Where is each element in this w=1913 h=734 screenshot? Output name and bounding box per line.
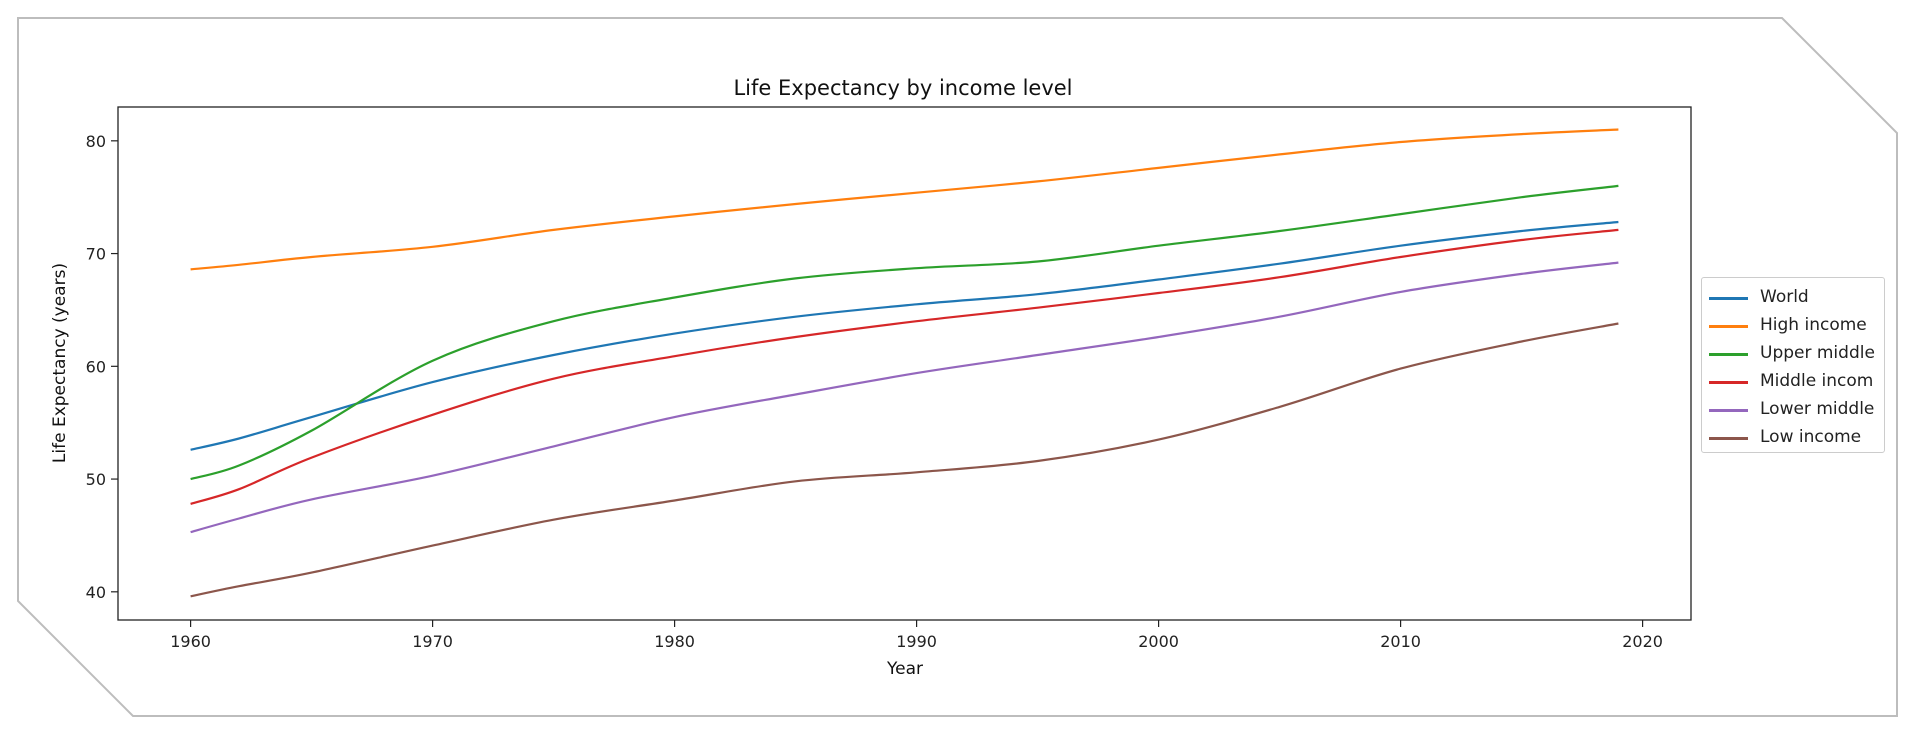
legend-label-low-income: Low income xyxy=(1760,427,1862,447)
x-tick-label: 1980 xyxy=(654,632,695,651)
legend-label-middle-income: Middle incom xyxy=(1760,371,1874,391)
series-line-world xyxy=(190,220,1619,451)
legend-swatch-world xyxy=(1709,297,1748,300)
axes-layer: 1960 1970 1980 1990 2000 2010 2020 40 50 60 70 80 xyxy=(86,132,1663,651)
legend-swatch-middle-income xyxy=(1709,381,1748,384)
legend-item-world: World xyxy=(1702,284,1886,312)
y-tick-label: 50 xyxy=(86,470,106,489)
legend-label-lower-middle: Lower middle xyxy=(1760,399,1875,419)
chart-legend: World High income Upper middle Middle in… xyxy=(1701,277,1885,453)
x-tick-label: 1960 xyxy=(170,632,211,651)
series-line-middle-incom xyxy=(190,228,1619,505)
y-tick-label: 60 xyxy=(86,357,106,376)
legend-swatch-low-income xyxy=(1709,437,1748,440)
series-line-low-income xyxy=(190,322,1619,598)
legend-label-upper-middle: Upper middle xyxy=(1760,343,1875,363)
y-axis-label: Life Expectancy (years) xyxy=(50,263,70,463)
plot-area xyxy=(117,106,1692,621)
x-tick-label: 2000 xyxy=(1138,632,1179,651)
x-tick-label: 1970 xyxy=(412,632,453,651)
legend-item-middle-income: Middle incom xyxy=(1702,368,1886,396)
x-tick-label: 2010 xyxy=(1380,632,1421,651)
legend-swatch-high-income xyxy=(1709,325,1748,328)
y-tick-label: 80 xyxy=(86,132,106,151)
x-tick-label: 1990 xyxy=(896,632,937,651)
series-line-high-income xyxy=(190,128,1619,271)
y-tick-label: 70 xyxy=(86,245,106,264)
series-line-lower-middle xyxy=(190,261,1619,534)
series-layer xyxy=(190,128,1619,598)
legend-label-world: World xyxy=(1760,287,1809,307)
series-line-upper-middle xyxy=(190,184,1619,481)
legend-swatch-upper-middle xyxy=(1709,353,1748,356)
legend-item-low-income: Low income xyxy=(1702,424,1886,452)
legend-item-lower-middle: Lower middle xyxy=(1702,396,1886,424)
legend-swatch-lower-middle xyxy=(1709,409,1748,412)
legend-label-high-income: High income xyxy=(1760,315,1867,335)
chart-title: Life Expectancy by income level xyxy=(733,76,1072,100)
legend-item-high-income: High income xyxy=(1702,312,1886,340)
x-tick-label: 2020 xyxy=(1622,632,1663,651)
x-axis-label: Year xyxy=(886,659,923,679)
legend-item-upper-middle: Upper middle xyxy=(1702,340,1886,368)
y-tick-label: 40 xyxy=(86,583,106,602)
